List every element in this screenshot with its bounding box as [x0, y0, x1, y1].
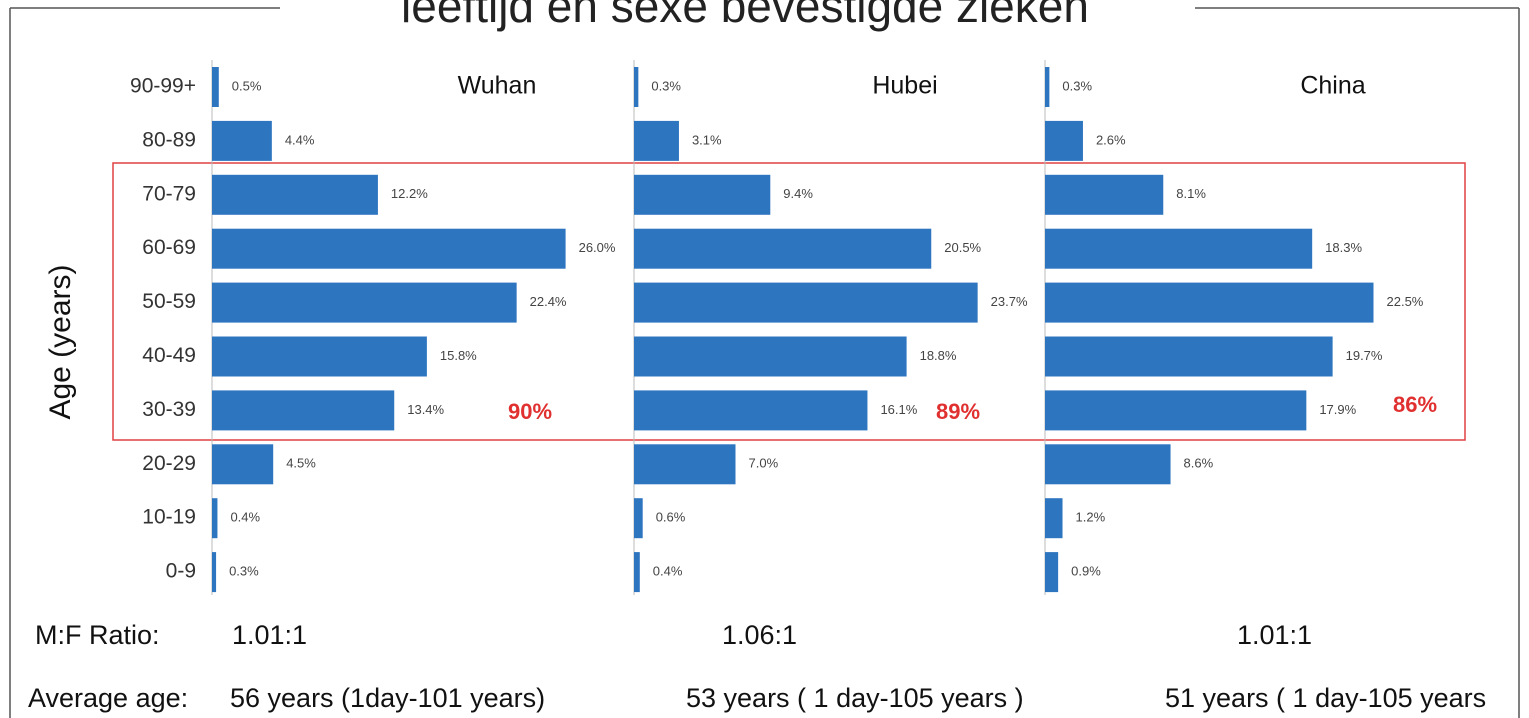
- bar: [1045, 174, 1164, 215]
- y-axis-label: Age (years): [44, 264, 77, 419]
- panel-title: Wuhan: [458, 72, 537, 100]
- page-title: leeftijd en sexe bevestigde zieken: [401, 0, 1089, 32]
- y-tick-label: 20-29: [142, 452, 196, 475]
- y-tick-label: 40-49: [142, 344, 196, 367]
- panel-title: China: [1300, 72, 1365, 100]
- value-label: 20.5%: [944, 240, 981, 255]
- bar: [212, 228, 566, 269]
- value-label: 26.0%: [579, 240, 616, 255]
- value-label: 12.2%: [391, 186, 428, 201]
- ratio-value: 1.06:1: [722, 620, 797, 650]
- y-tick-label: 30-39: [142, 398, 196, 421]
- value-label: 0.4%: [653, 564, 683, 579]
- value-label: 7.0%: [749, 456, 779, 471]
- value-label: 8.1%: [1176, 186, 1206, 201]
- bar: [1045, 120, 1083, 161]
- value-label: 0.5%: [232, 78, 262, 93]
- y-tick-label: 0-9: [166, 560, 196, 583]
- value-label: 18.3%: [1325, 240, 1362, 255]
- ratio-value: 1.01:1: [232, 620, 307, 650]
- value-label: 17.9%: [1319, 402, 1356, 417]
- bar: [212, 390, 395, 431]
- bar: [634, 120, 679, 161]
- value-label: 4.5%: [286, 456, 316, 471]
- y-tick-label: 90-99+: [130, 75, 196, 98]
- bar: [634, 67, 639, 107]
- annotation: 86%: [1393, 392, 1437, 417]
- y-tick-label: 50-59: [142, 290, 196, 313]
- annotation: 89%: [936, 399, 980, 424]
- value-label: 18.8%: [920, 348, 957, 363]
- value-label: 23.7%: [991, 294, 1028, 309]
- average-age-value: 53 years ( 1 day-105 years ): [686, 683, 1024, 713]
- bar: [212, 444, 274, 485]
- y-tick-label: 60-69: [142, 236, 196, 259]
- value-label: 0.9%: [1071, 564, 1101, 579]
- age-label: Average age:: [28, 683, 188, 713]
- bar: [1045, 282, 1374, 323]
- value-label: 0.6%: [656, 510, 686, 525]
- bar: [1045, 498, 1063, 539]
- y-tick-label: 10-19: [142, 506, 196, 529]
- y-tick-label: 70-79: [142, 182, 196, 205]
- value-label: 15.8%: [440, 348, 477, 363]
- bar: [1045, 228, 1313, 269]
- ratio-value: 1.01:1: [1237, 620, 1312, 650]
- average-age-value: 51 years ( 1 day-105 years: [1165, 683, 1486, 713]
- bar: [1045, 390, 1307, 431]
- bar: [634, 390, 868, 431]
- value-label: 3.1%: [692, 132, 722, 147]
- bar: [1045, 552, 1059, 593]
- bar: [212, 174, 378, 215]
- bar: [1045, 67, 1050, 107]
- bar: [634, 228, 932, 269]
- value-label: 4.4%: [285, 132, 315, 147]
- bar: [212, 552, 217, 593]
- bar: [634, 552, 640, 593]
- bar: [212, 498, 218, 539]
- bar: [212, 336, 427, 377]
- bar: [1045, 336, 1333, 377]
- value-label: 13.4%: [407, 402, 444, 417]
- value-label: 0.3%: [651, 78, 681, 93]
- highlight-box: [112, 162, 1466, 441]
- value-label: 0.3%: [229, 564, 259, 579]
- panel-title: Hubei: [872, 72, 937, 100]
- value-label: 1.2%: [1076, 510, 1106, 525]
- bar: [634, 282, 978, 323]
- value-label: 9.4%: [783, 186, 813, 201]
- average-age-value: 56 years (1day-101 years): [230, 683, 545, 713]
- value-label: 16.1%: [880, 402, 917, 417]
- value-label: 22.4%: [530, 294, 567, 309]
- value-label: 0.4%: [230, 510, 260, 525]
- bar: [212, 120, 272, 161]
- bar: [634, 336, 907, 377]
- value-label: 8.6%: [1184, 456, 1214, 471]
- value-label: 22.5%: [1387, 294, 1424, 309]
- value-label: 2.6%: [1096, 132, 1126, 147]
- bar: [634, 174, 771, 215]
- ratio-label: M:F Ratio:: [35, 620, 160, 650]
- bar: [212, 282, 517, 323]
- bar: [1045, 444, 1171, 485]
- value-label: 0.3%: [1062, 78, 1092, 93]
- bar: [634, 444, 736, 485]
- y-tick-label: 80-89: [142, 128, 196, 151]
- annotation: 90%: [508, 399, 552, 424]
- bar: [212, 67, 219, 107]
- value-label: 19.7%: [1346, 348, 1383, 363]
- bar: [634, 498, 643, 539]
